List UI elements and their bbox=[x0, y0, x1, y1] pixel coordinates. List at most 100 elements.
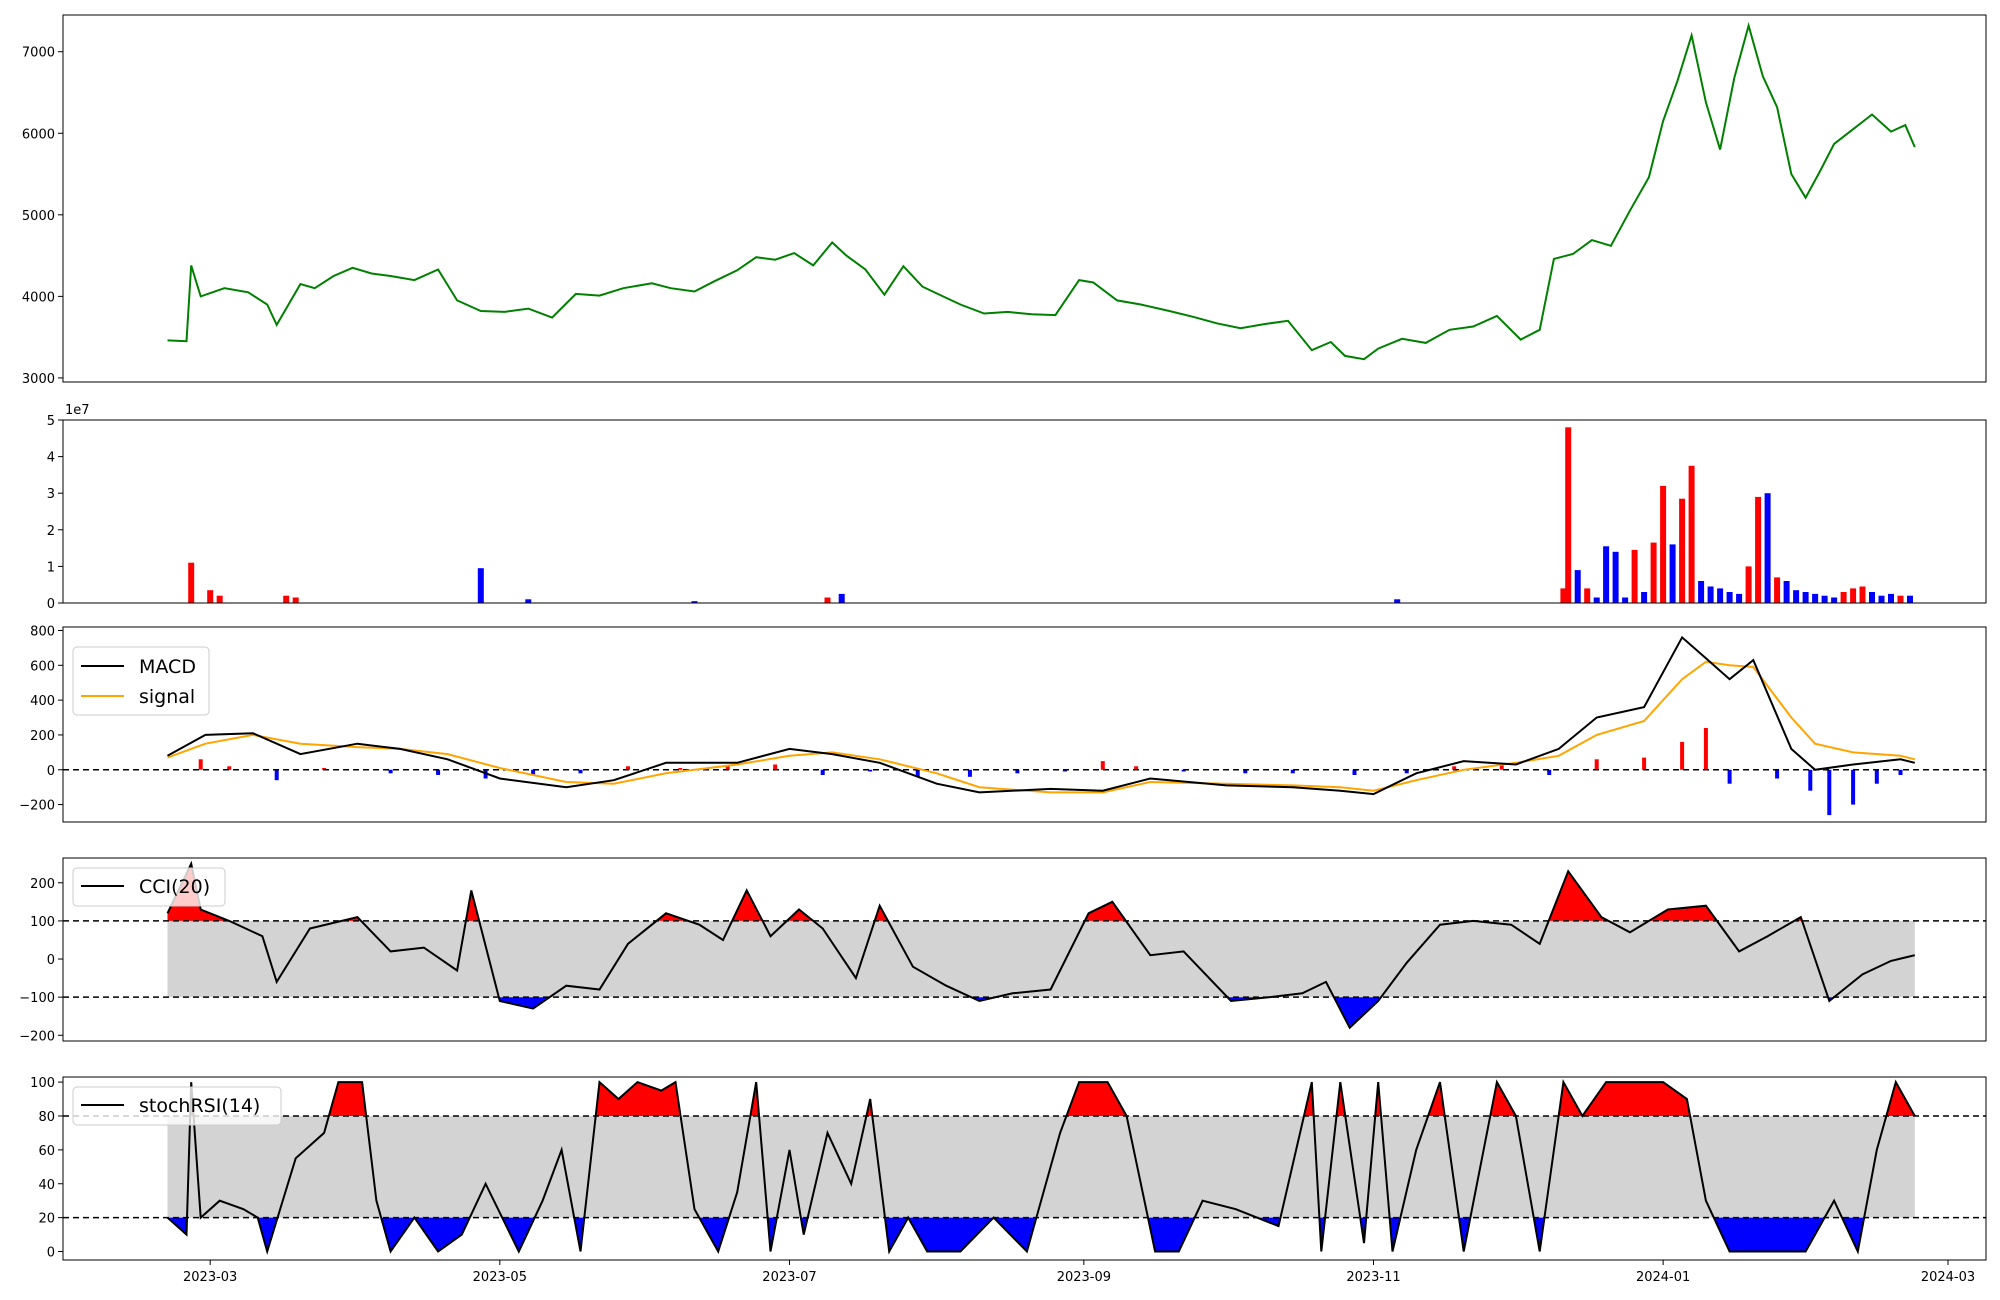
signal-legend-label: signal bbox=[139, 686, 195, 708]
macd-histogram-bar bbox=[915, 769, 920, 777]
macd-histogram-bar bbox=[1727, 769, 1732, 784]
volume-bar bbox=[1850, 588, 1857, 603]
signal-line bbox=[167, 660, 1916, 794]
volume-bar bbox=[1593, 597, 1600, 603]
macd-histogram-bar bbox=[388, 769, 393, 774]
cci-oversold-fill bbox=[1333, 997, 1382, 1028]
stochrsi-ytick-label: 80 bbox=[38, 1110, 55, 1125]
volume-bar bbox=[1641, 592, 1648, 603]
volume-bar bbox=[1859, 586, 1866, 603]
volume-bar bbox=[1802, 592, 1809, 603]
x-tick-label: 2023-05 bbox=[473, 1270, 527, 1285]
stochrsi-legend: stochRSI(14) bbox=[72, 1086, 282, 1126]
volume-bar bbox=[1726, 592, 1733, 603]
stochrsi-oversold-fill bbox=[1459, 1217, 1471, 1252]
volume-bar bbox=[691, 601, 698, 603]
price-plot-area bbox=[167, 21, 1916, 361]
stochrsi-frame bbox=[62, 1076, 1987, 1261]
macd-histogram-bar bbox=[1062, 769, 1067, 772]
macd-histogram-bar bbox=[1547, 769, 1552, 775]
volume-bar bbox=[525, 599, 532, 603]
volume-bar bbox=[216, 595, 223, 603]
cci-overbought-fill bbox=[732, 890, 763, 921]
volume-bar bbox=[1660, 485, 1667, 603]
volume-ytick-label: 4 bbox=[47, 451, 55, 466]
macd-histogram-bar bbox=[1181, 769, 1186, 772]
volume-bar bbox=[1888, 593, 1894, 603]
cci-overbought-fill bbox=[1648, 905, 1717, 921]
macd-histogram-bar bbox=[436, 769, 441, 775]
volume-bar bbox=[1878, 595, 1885, 603]
macd-histogram-bar bbox=[1290, 769, 1295, 774]
macd-histogram-bar bbox=[1642, 757, 1647, 770]
stochrsi-overbought-fill bbox=[1558, 1082, 1690, 1116]
stochrsi-oversold-fill bbox=[885, 1217, 1037, 1252]
price-ytick-label: 6000 bbox=[22, 127, 55, 142]
volume-ytick-label: 0 bbox=[47, 597, 55, 612]
volume-bar bbox=[1793, 590, 1800, 603]
macd-histogram-bar bbox=[1680, 741, 1685, 770]
volume-bar bbox=[207, 590, 214, 603]
macd-histogram-bar bbox=[1499, 764, 1504, 770]
volume-bar bbox=[1907, 595, 1913, 603]
volume-ytick-label: 1 bbox=[47, 560, 55, 575]
volume-bar bbox=[1669, 544, 1676, 603]
macd-plot-area bbox=[63, 635, 1986, 816]
x-tick-label: 2024-01 bbox=[1636, 1270, 1690, 1285]
macd-line bbox=[167, 635, 1916, 796]
macd-histogram-bar bbox=[227, 766, 232, 770]
volume-panel: 0 1 2 3 4 5 bbox=[47, 414, 1987, 612]
volume-bar bbox=[1717, 588, 1724, 603]
cci-legend-label: CCI(20) bbox=[139, 876, 210, 898]
macd-histogram-bar bbox=[1874, 769, 1879, 784]
volume-bar bbox=[1603, 546, 1610, 603]
macd-histogram-bar bbox=[1404, 769, 1409, 774]
price-panel: 3000 4000 5000 6000 7000 bbox=[22, 14, 1987, 387]
volume-bar bbox=[1631, 549, 1638, 603]
volume-plot-area bbox=[188, 427, 1913, 603]
macd-histogram-bar bbox=[967, 769, 972, 777]
cci-ytick-label: 0 bbox=[47, 953, 55, 968]
volume-bar bbox=[1821, 595, 1828, 603]
volume-bar bbox=[283, 595, 290, 603]
volume-ytick-label: 2 bbox=[47, 524, 55, 539]
volume-bar bbox=[1650, 542, 1657, 603]
macd-histogram-bar bbox=[198, 759, 203, 770]
macd-histogram-bar bbox=[274, 769, 279, 781]
volume-axis-multiplier: 1e7 bbox=[65, 403, 90, 418]
macd-histogram-bar bbox=[1452, 766, 1457, 770]
cci-ytick-label: 100 bbox=[30, 915, 55, 930]
volume-bar bbox=[1394, 599, 1401, 603]
macd-ytick-label: −200 bbox=[19, 799, 55, 814]
macd-legend: MACD signal bbox=[72, 646, 210, 716]
stochrsi-overbought-fill bbox=[1490, 1082, 1516, 1116]
cci-overbought-fill bbox=[465, 890, 480, 921]
stochrsi-overbought-fill bbox=[328, 1082, 367, 1116]
volume-bar bbox=[1698, 581, 1705, 603]
stochrsi-oversold-fill bbox=[1713, 1217, 1825, 1252]
macd-histogram-bar bbox=[531, 769, 536, 775]
cci-overbought-fill bbox=[167, 863, 230, 921]
cci-overbought-fill bbox=[786, 909, 814, 921]
x-tick-label: 2024-03 bbox=[1921, 1270, 1975, 1285]
price-ytick-label: 3000 bbox=[22, 372, 55, 387]
stochrsi-oversold-fill bbox=[699, 1217, 730, 1252]
stochrsi-ytick-label: 60 bbox=[38, 1144, 55, 1159]
macd-ytick-label: 0 bbox=[47, 764, 55, 779]
volume-bar bbox=[1679, 498, 1686, 603]
stochrsi-ytick-label: 0 bbox=[47, 1246, 55, 1261]
macd-histogram-bar bbox=[1100, 761, 1105, 770]
volume-frame bbox=[62, 419, 1987, 604]
x-tick-label: 2023-11 bbox=[1346, 1270, 1400, 1285]
stochrsi-oversold-fill bbox=[381, 1217, 470, 1252]
volume-bar bbox=[1574, 570, 1581, 603]
macd-histogram-bar bbox=[1352, 769, 1357, 775]
macd-histogram-bar bbox=[1703, 728, 1708, 770]
x-tick-label: 2023-09 bbox=[1057, 1270, 1111, 1285]
macd-histogram-bar bbox=[678, 768, 683, 770]
volume-bar bbox=[292, 597, 299, 603]
macd-histogram-bar bbox=[626, 766, 630, 770]
macd-histogram-bar bbox=[868, 769, 873, 772]
stochrsi-oversold-fill bbox=[1148, 1217, 1195, 1252]
volume-bar bbox=[1755, 496, 1762, 603]
